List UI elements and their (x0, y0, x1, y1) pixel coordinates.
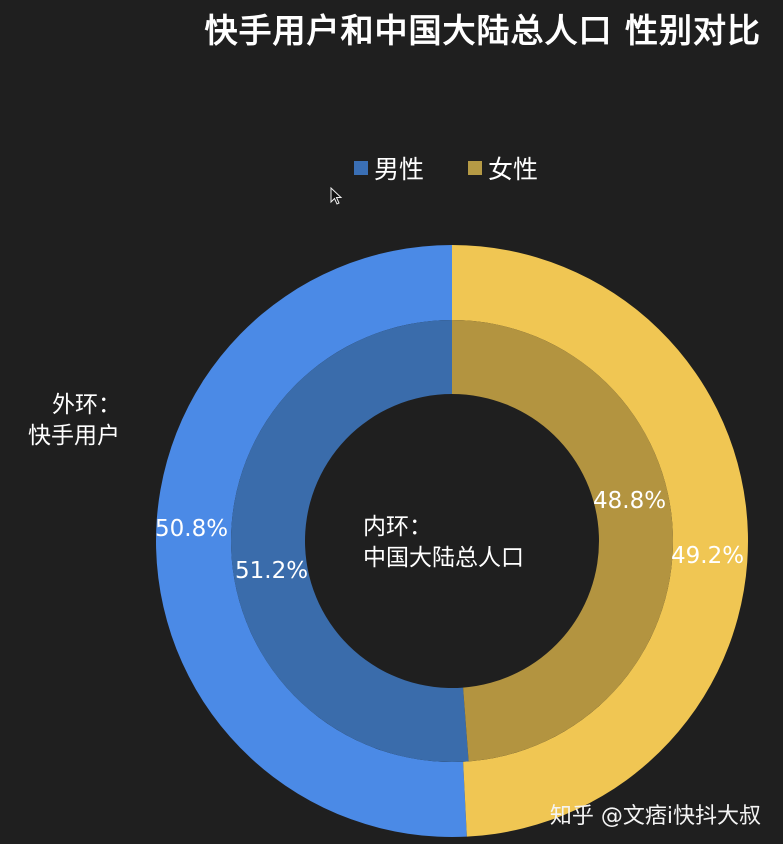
watermark: 知乎 @文痞i快抖大叔 (549, 804, 761, 829)
legend-item-female: 女性 (468, 150, 538, 186)
legend-label-male: 男性 (374, 155, 425, 184)
legend-item-male: 男性 (354, 150, 424, 186)
outer-ring-annotation: 外环： 快手用户 (28, 390, 121, 452)
inner-ring-annotation-line1: 内环： (363, 514, 432, 540)
legend-swatch-male (354, 161, 368, 175)
inner-ring-male-segment (231, 320, 469, 762)
inner-ring-female-segment (452, 320, 674, 762)
outer-ring-male-segment (156, 245, 467, 837)
mouse-cursor-icon (330, 187, 343, 205)
inner-ring-annotation-line2: 中国大陆总人口 (363, 545, 524, 571)
legend-swatch-female (468, 161, 483, 175)
inner-ring-annotation: 内环： 中国大陆总人口 (363, 512, 524, 574)
chart-title: 快手用户和中国大陆总人口 性别对比 (204, 11, 761, 50)
outer-female-value: 49.2% (671, 543, 745, 569)
outer-ring-annotation-line1: 外环： (52, 392, 121, 418)
outer-male-value: 50.8% (155, 516, 229, 542)
inner-male-value: 51.2% (235, 558, 309, 584)
outer-ring-annotation-line2: 快手用户 (28, 423, 120, 449)
legend-label-female: 女性 (488, 155, 539, 184)
legend: 男性 女性 (354, 150, 538, 186)
outer-ring-female-segment (452, 244, 749, 837)
inner-female-value: 48.8% (593, 488, 667, 514)
